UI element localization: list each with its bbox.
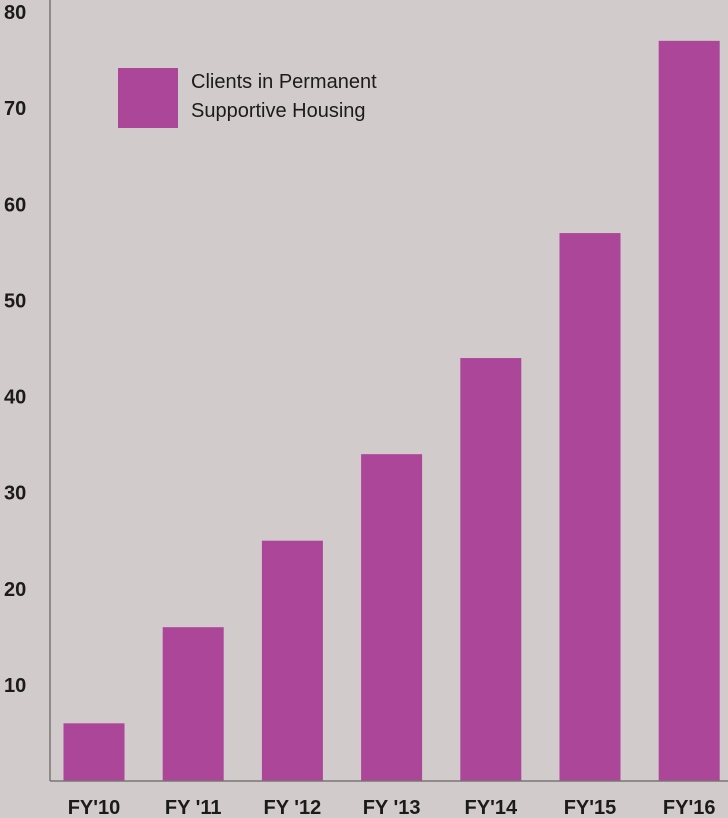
legend-swatch xyxy=(118,68,178,128)
y-tick-label: 10 xyxy=(4,675,26,697)
bars xyxy=(63,40,720,781)
y-tick-label: 20 xyxy=(4,579,26,601)
bar xyxy=(261,540,323,781)
x-tick-label: FY'14 xyxy=(465,797,518,818)
x-tick-label: FY'10 xyxy=(68,797,121,818)
x-axis-ticks: FY'10 FY '11 FY '12 FY '13 FY'14 FY'15 FY'16 xyxy=(68,797,716,818)
bar xyxy=(460,358,522,781)
y-axis-ticks: 10 20 30 40 50 60 70 80 xyxy=(4,2,26,697)
y-tick-label: 50 xyxy=(4,290,26,312)
y-tick-label: 40 xyxy=(4,387,26,409)
x-tick-label: FY'16 xyxy=(663,797,716,818)
legend-label-line-1: Clients in Permanent xyxy=(191,71,377,93)
y-tick-label: 60 xyxy=(4,194,26,216)
bar xyxy=(361,454,423,781)
legend-label-line-2: Supportive Housing xyxy=(191,100,366,122)
y-tick-label: 80 xyxy=(4,2,26,24)
y-tick-label: 70 xyxy=(4,98,26,120)
x-tick-label: FY '13 xyxy=(363,797,421,818)
y-tick-label: 30 xyxy=(4,483,26,505)
bar xyxy=(559,233,621,781)
x-tick-label: FY '11 xyxy=(165,797,222,818)
x-tick-label: FY'15 xyxy=(564,797,617,818)
legend: Clients in Permanent Supportive Housing xyxy=(118,68,377,128)
bar xyxy=(162,627,224,781)
bar xyxy=(658,40,720,781)
bar xyxy=(63,723,125,781)
x-tick-label: FY '12 xyxy=(264,797,322,818)
